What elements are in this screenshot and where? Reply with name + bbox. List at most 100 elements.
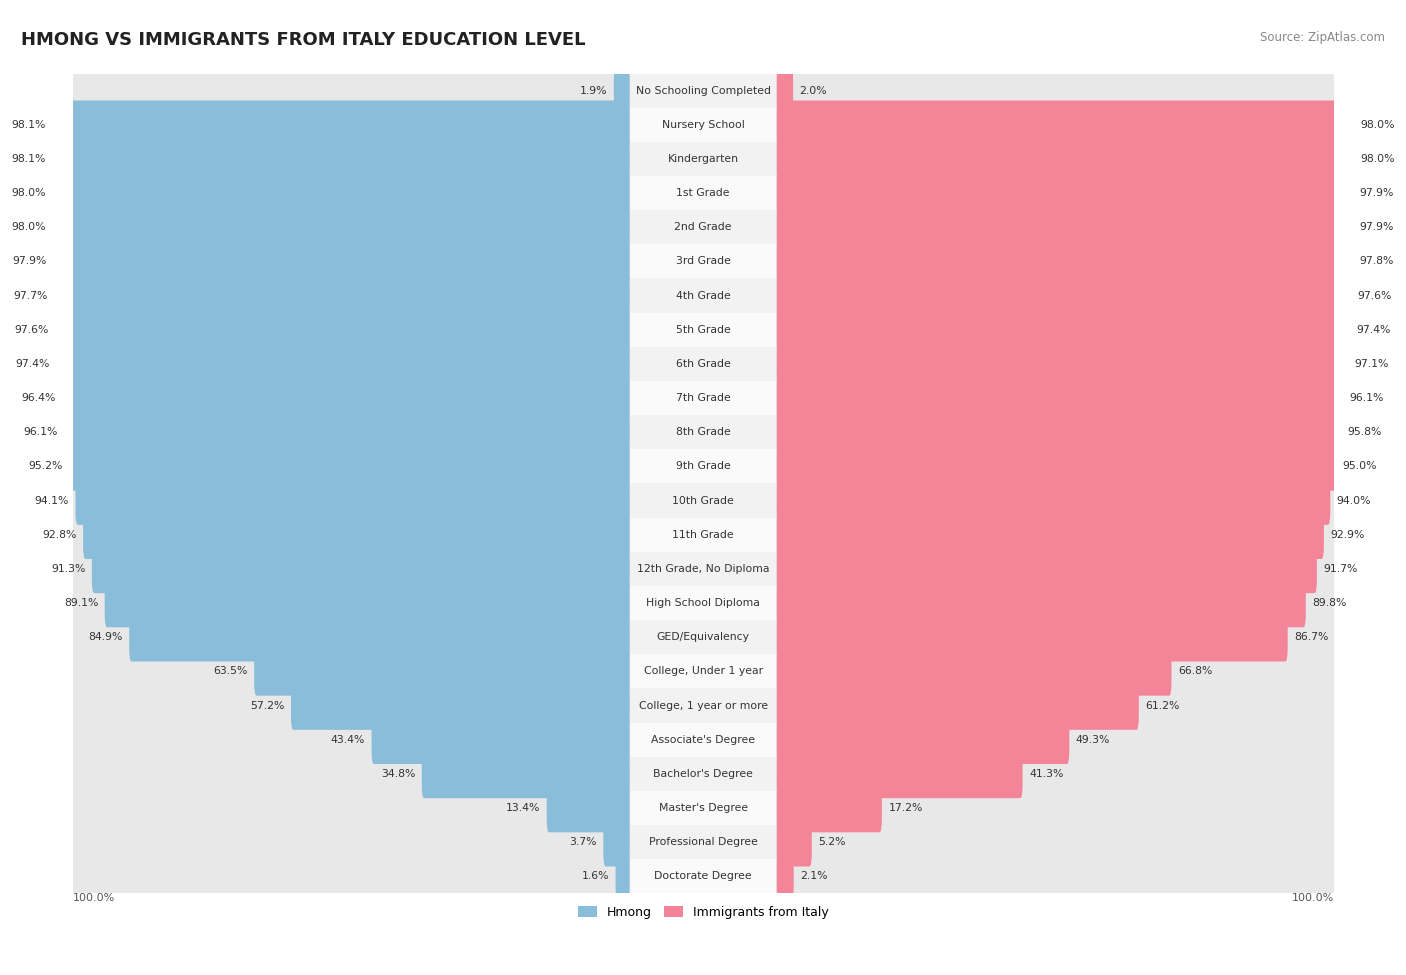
- Text: High School Diploma: High School Diploma: [647, 598, 761, 608]
- Text: 8th Grade: 8th Grade: [676, 427, 731, 437]
- FancyBboxPatch shape: [776, 847, 1365, 906]
- Text: Kindergarten: Kindergarten: [668, 154, 738, 164]
- FancyBboxPatch shape: [776, 745, 1365, 803]
- FancyBboxPatch shape: [776, 237, 1353, 286]
- FancyBboxPatch shape: [776, 169, 1353, 217]
- FancyBboxPatch shape: [776, 505, 1365, 565]
- Text: Bachelor's Degree: Bachelor's Degree: [654, 769, 754, 779]
- FancyBboxPatch shape: [41, 642, 630, 701]
- Legend: Hmong, Immigrants from Italy: Hmong, Immigrants from Italy: [572, 901, 834, 924]
- Text: 98.0%: 98.0%: [11, 188, 46, 198]
- FancyBboxPatch shape: [55, 305, 630, 354]
- FancyBboxPatch shape: [776, 61, 1365, 120]
- Text: 92.8%: 92.8%: [42, 529, 77, 540]
- Text: 89.1%: 89.1%: [63, 598, 98, 608]
- Text: 98.0%: 98.0%: [1360, 120, 1395, 130]
- Text: 97.9%: 97.9%: [1360, 222, 1393, 232]
- Text: 96.4%: 96.4%: [21, 393, 56, 403]
- FancyBboxPatch shape: [41, 847, 630, 906]
- FancyBboxPatch shape: [73, 415, 1334, 449]
- FancyBboxPatch shape: [73, 279, 1334, 313]
- FancyBboxPatch shape: [41, 539, 630, 599]
- FancyBboxPatch shape: [776, 607, 1365, 667]
- Text: Doctorate Degree: Doctorate Degree: [654, 872, 752, 881]
- FancyBboxPatch shape: [73, 313, 1334, 347]
- Text: Source: ZipAtlas.com: Source: ZipAtlas.com: [1260, 31, 1385, 44]
- FancyBboxPatch shape: [776, 408, 1341, 456]
- Text: 98.1%: 98.1%: [11, 154, 46, 164]
- FancyBboxPatch shape: [776, 369, 1365, 427]
- Text: 95.2%: 95.2%: [28, 461, 63, 471]
- FancyBboxPatch shape: [776, 682, 1139, 730]
- FancyBboxPatch shape: [616, 852, 630, 901]
- Text: College, Under 1 year: College, Under 1 year: [644, 666, 762, 677]
- FancyBboxPatch shape: [41, 61, 630, 120]
- Text: 97.4%: 97.4%: [1357, 325, 1391, 334]
- Text: Associate's Degree: Associate's Degree: [651, 735, 755, 745]
- FancyBboxPatch shape: [41, 334, 630, 393]
- FancyBboxPatch shape: [776, 305, 1350, 354]
- FancyBboxPatch shape: [776, 164, 1365, 222]
- FancyBboxPatch shape: [73, 107, 1334, 141]
- FancyBboxPatch shape: [776, 96, 1365, 154]
- FancyBboxPatch shape: [41, 607, 630, 667]
- FancyBboxPatch shape: [776, 852, 794, 901]
- FancyBboxPatch shape: [776, 573, 1365, 633]
- Text: 49.3%: 49.3%: [1076, 735, 1111, 745]
- Text: No Schooling Completed: No Schooling Completed: [636, 86, 770, 96]
- FancyBboxPatch shape: [254, 647, 630, 695]
- FancyBboxPatch shape: [776, 716, 1070, 764]
- FancyBboxPatch shape: [776, 198, 1365, 256]
- FancyBboxPatch shape: [41, 232, 630, 291]
- FancyBboxPatch shape: [422, 750, 630, 799]
- FancyBboxPatch shape: [73, 381, 1334, 415]
- FancyBboxPatch shape: [776, 203, 1353, 252]
- FancyBboxPatch shape: [73, 859, 1334, 893]
- FancyBboxPatch shape: [73, 757, 1334, 791]
- FancyBboxPatch shape: [776, 471, 1365, 530]
- FancyBboxPatch shape: [56, 339, 630, 388]
- FancyBboxPatch shape: [73, 141, 1334, 176]
- Text: 57.2%: 57.2%: [250, 701, 284, 711]
- FancyBboxPatch shape: [41, 505, 630, 565]
- FancyBboxPatch shape: [41, 711, 630, 769]
- Text: 97.7%: 97.7%: [14, 291, 48, 300]
- FancyBboxPatch shape: [776, 647, 1171, 695]
- FancyBboxPatch shape: [73, 825, 1334, 859]
- Text: 2.1%: 2.1%: [800, 872, 828, 881]
- Text: 3rd Grade: 3rd Grade: [676, 256, 731, 266]
- FancyBboxPatch shape: [104, 579, 630, 627]
- Text: 98.1%: 98.1%: [11, 120, 46, 130]
- FancyBboxPatch shape: [73, 688, 1334, 722]
- Text: 5.2%: 5.2%: [818, 838, 846, 847]
- FancyBboxPatch shape: [776, 539, 1365, 599]
- FancyBboxPatch shape: [73, 552, 1334, 586]
- Text: 100.0%: 100.0%: [73, 893, 115, 904]
- FancyBboxPatch shape: [73, 791, 1334, 825]
- Text: 5th Grade: 5th Grade: [676, 325, 731, 334]
- FancyBboxPatch shape: [73, 449, 1334, 484]
- FancyBboxPatch shape: [614, 66, 630, 115]
- FancyBboxPatch shape: [776, 334, 1365, 393]
- FancyBboxPatch shape: [776, 66, 793, 115]
- FancyBboxPatch shape: [41, 437, 630, 495]
- Text: 2nd Grade: 2nd Grade: [675, 222, 733, 232]
- FancyBboxPatch shape: [776, 232, 1365, 291]
- Text: 98.0%: 98.0%: [11, 222, 46, 232]
- Text: 43.4%: 43.4%: [330, 735, 366, 745]
- FancyBboxPatch shape: [73, 245, 1334, 279]
- FancyBboxPatch shape: [55, 271, 630, 320]
- FancyBboxPatch shape: [53, 237, 630, 286]
- Text: 92.9%: 92.9%: [1330, 529, 1365, 540]
- Text: 9th Grade: 9th Grade: [676, 461, 731, 471]
- Text: 89.8%: 89.8%: [1312, 598, 1347, 608]
- Text: 97.4%: 97.4%: [15, 359, 49, 369]
- Text: 97.8%: 97.8%: [1360, 256, 1393, 266]
- FancyBboxPatch shape: [776, 130, 1365, 188]
- Text: 4th Grade: 4th Grade: [676, 291, 731, 300]
- Text: 95.8%: 95.8%: [1347, 427, 1382, 437]
- FancyBboxPatch shape: [91, 545, 630, 593]
- Text: College, 1 year or more: College, 1 year or more: [638, 701, 768, 711]
- FancyBboxPatch shape: [41, 471, 630, 530]
- FancyBboxPatch shape: [53, 169, 630, 217]
